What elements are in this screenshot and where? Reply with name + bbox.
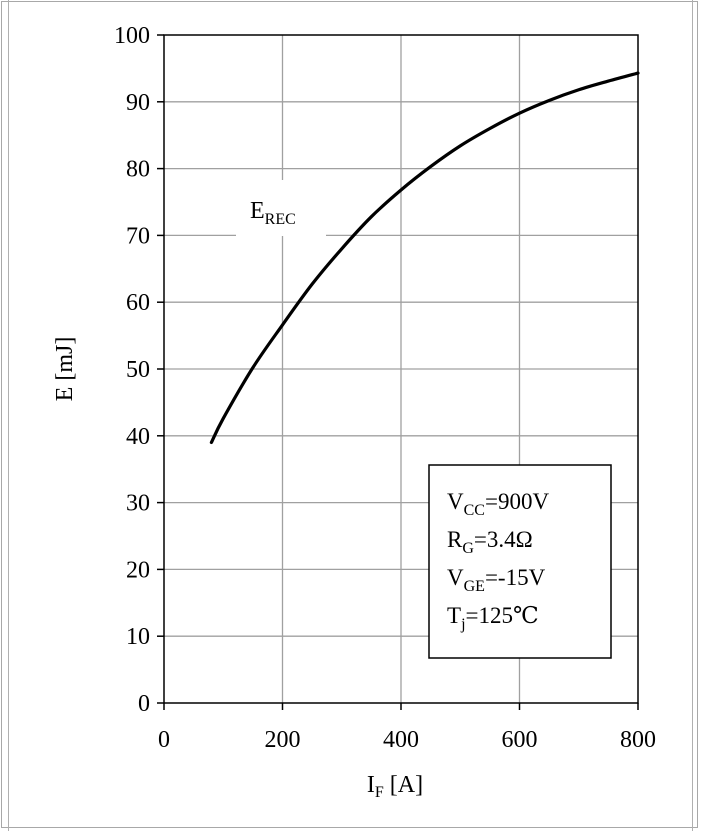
frame-line-right [692, 0, 693, 831]
conditions-line-rg: RG=3.4Ω [447, 527, 533, 557]
y-tick-label: 60 [126, 290, 150, 316]
x-tick-label: 200 [265, 727, 301, 753]
series-line-erec [209, 71, 640, 445]
y-tick-label: 80 [126, 157, 150, 183]
y-tick-label: 0 [138, 691, 150, 717]
x-tick-label: 800 [620, 727, 656, 753]
conditions-box-border [428, 464, 612, 659]
y-tick-label: 90 [126, 90, 150, 116]
y-axis-label: E [mJ] [52, 337, 78, 402]
series-label-erec: EREC [250, 198, 296, 228]
x-tick-label: 0 [158, 727, 170, 753]
conditions-line-vcc: VCC=900V [447, 489, 549, 519]
y-tick-label: 40 [126, 424, 150, 450]
x-tick-label: 400 [383, 727, 419, 753]
x-axis-label-main: I [367, 772, 375, 798]
y-tick-label: 50 [126, 357, 150, 383]
x-tick-label: 600 [502, 727, 538, 753]
x-axis-label-unit: [A] [384, 772, 423, 798]
series-label-sub: REC [265, 211, 296, 228]
y-tick-label: 10 [126, 624, 150, 650]
y-tick-label: 30 [126, 491, 150, 517]
y-tick-label: 100 [114, 23, 150, 49]
conditions-line-tj: Tj=125℃ [447, 603, 539, 633]
x-axis-label-sub: F [375, 784, 384, 801]
series-layer: EREC [209, 71, 640, 445]
x-axis-label: IF [A] [367, 772, 423, 801]
y-tick-label: 70 [126, 223, 150, 249]
conditions-line-vge: VGE=-15V [447, 565, 546, 595]
conditions-box: VCC=900V RG=3.4Ω VGE=-15V Tj=125℃ [428, 464, 612, 659]
frame-line-left [8, 0, 9, 831]
series-label-background [236, 180, 326, 236]
y-tick-label: 20 [126, 557, 150, 583]
ticks: 0 200 400 600 800 0 10 20 30 40 50 60 70 80 90 100 [114, 23, 656, 753]
series-label-main: E [250, 198, 265, 224]
